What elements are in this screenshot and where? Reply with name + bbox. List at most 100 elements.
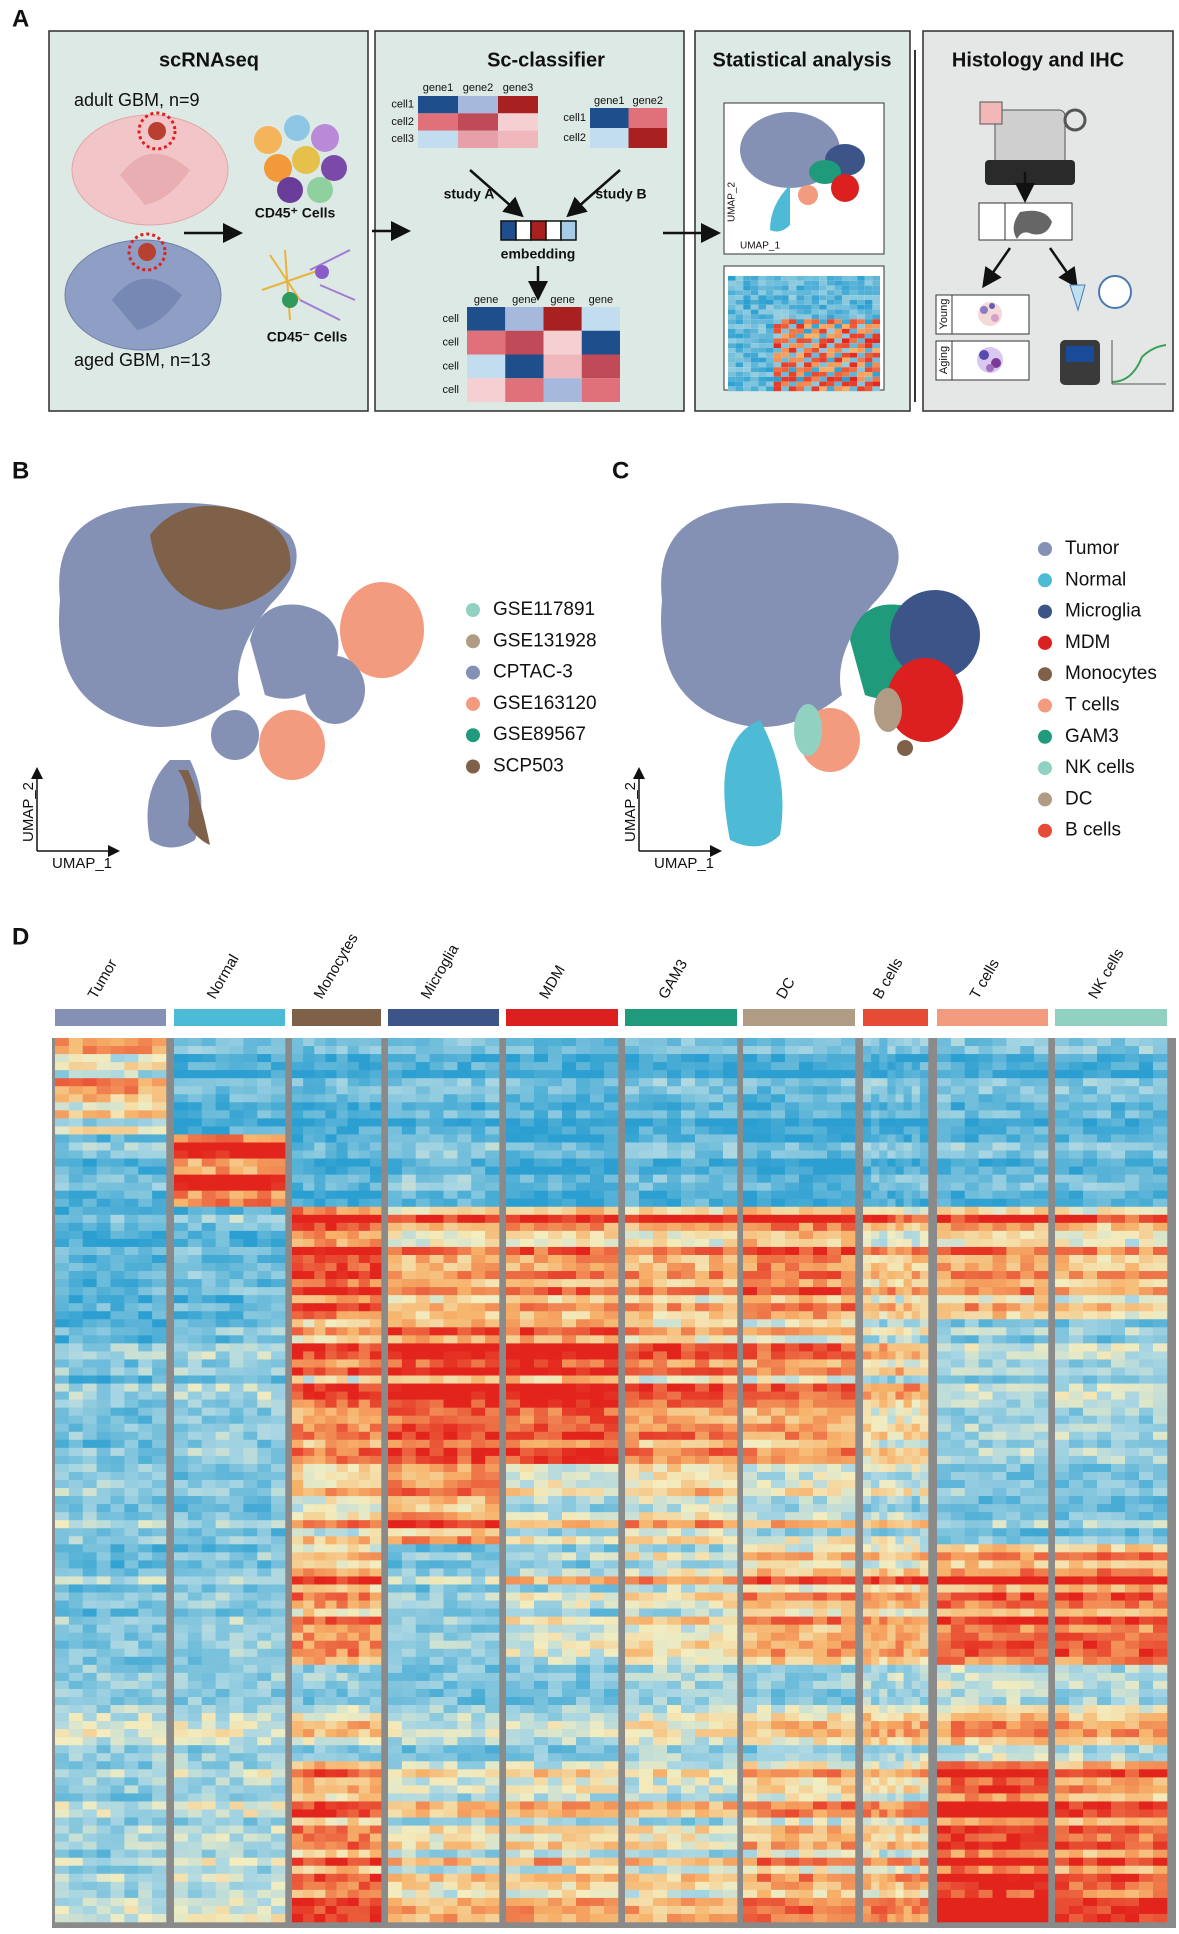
mini-heat-cell — [842, 280, 850, 286]
heat-cell — [562, 1463, 577, 1473]
heat-cell — [771, 1439, 786, 1449]
heat-cell — [937, 1102, 952, 1111]
mini-heat-cell — [788, 290, 797, 296]
heat-cell — [68, 1118, 84, 1127]
heat-cell — [871, 1375, 880, 1384]
heat-cell — [978, 1254, 993, 1264]
heat-cell — [110, 1118, 125, 1127]
heat-cell — [771, 1062, 786, 1071]
heat-cell — [1097, 1263, 1112, 1272]
heat-cell — [401, 1118, 417, 1127]
heat-cell — [187, 1351, 203, 1360]
heat-cell — [827, 1471, 842, 1481]
heat-cell — [1069, 1335, 1084, 1344]
heat-cell — [785, 1423, 800, 1433]
heat-cell — [992, 1134, 1007, 1143]
heat-cell — [681, 1198, 696, 1208]
heat-cell — [695, 1118, 710, 1127]
heat-cell — [257, 1335, 272, 1344]
heat-cell — [485, 1271, 500, 1280]
mini-heat-cell — [758, 300, 766, 305]
mini-heat-cell — [750, 362, 759, 368]
heat-cell — [827, 1407, 842, 1417]
heat-cell — [68, 1367, 84, 1376]
heat-cell — [799, 1455, 814, 1465]
heat-cell — [303, 1126, 315, 1135]
heat-cell — [325, 1214, 337, 1224]
heat-cell — [485, 1078, 500, 1087]
heat-cell — [303, 1423, 315, 1433]
heat-cell — [534, 1439, 549, 1449]
heat-cell — [82, 1190, 97, 1200]
heat-cell — [471, 1038, 486, 1047]
heat-cell — [303, 1046, 315, 1055]
heat-cell — [1097, 1222, 1112, 1232]
mini-heat-cell — [849, 381, 858, 387]
mini-heat-cell — [758, 276, 766, 281]
heat-cell — [347, 1190, 360, 1200]
heat-cell — [653, 1279, 668, 1288]
heat-cell — [590, 1367, 605, 1376]
heat-cell — [174, 1351, 189, 1360]
heat-cell — [723, 1254, 738, 1264]
heat-cell — [895, 1054, 904, 1063]
heat-cell — [695, 1094, 710, 1103]
heat-cell — [336, 1399, 348, 1408]
heat-cell — [55, 1367, 70, 1376]
heat-cell — [358, 1319, 371, 1328]
heat-cell — [827, 1431, 842, 1441]
heat-cell — [388, 1230, 403, 1240]
mini-heat-cell — [750, 304, 759, 310]
heat-cell — [639, 1094, 654, 1103]
heat-cell — [653, 1054, 668, 1063]
heat-cell — [964, 1415, 979, 1425]
heat-cell — [457, 1110, 472, 1119]
heat-cell — [229, 1070, 244, 1079]
heat-cell — [604, 1094, 619, 1103]
mini-heat-cell — [819, 333, 827, 339]
heat-cell — [485, 1327, 500, 1336]
mini-heat-cell — [864, 343, 873, 348]
study-label: study B — [595, 186, 646, 202]
heat-cell — [903, 1415, 913, 1425]
heat-cell — [215, 1110, 230, 1119]
heat-cell — [1069, 1254, 1084, 1264]
heat-cell — [229, 1134, 244, 1143]
heat-cell — [243, 1190, 258, 1200]
heat-cell — [590, 1102, 605, 1111]
heat-cell — [243, 1238, 258, 1248]
heat-cell — [813, 1327, 828, 1336]
heat-cell — [369, 1182, 382, 1191]
heat-cell — [964, 1222, 979, 1232]
heat-cell — [415, 1463, 430, 1473]
heat-cell — [863, 1174, 872, 1183]
heat-cell — [110, 1126, 125, 1135]
heat-cell — [336, 1230, 348, 1240]
mini-heat-cell — [804, 314, 812, 320]
heat-cell — [785, 1279, 800, 1288]
heat-cell — [229, 1279, 244, 1288]
heat-cell — [1006, 1094, 1021, 1103]
heat-cell — [201, 1367, 216, 1376]
box-scrnaseq — [48, 30, 369, 412]
heat-cell — [771, 1222, 786, 1232]
heat-cell — [813, 1246, 828, 1256]
heat-cell — [347, 1383, 360, 1392]
heat-cell — [903, 1158, 913, 1167]
mini-heat-cell — [872, 333, 880, 339]
heat-cell — [978, 1367, 993, 1376]
heat-cell — [325, 1198, 337, 1208]
heat-cell — [695, 1166, 710, 1175]
heat-cell — [1097, 1174, 1112, 1183]
heat-cell — [879, 1447, 888, 1457]
heat-cell — [138, 1182, 153, 1191]
heat-cell — [590, 1182, 605, 1191]
heat-cell — [215, 1367, 230, 1376]
heat-cell — [401, 1375, 417, 1384]
heat-cell — [919, 1102, 929, 1111]
heat-cell — [937, 1230, 952, 1240]
heat-cell — [401, 1359, 417, 1368]
heat-cell — [124, 1367, 139, 1376]
heat-cell — [681, 1238, 696, 1248]
heat-cell — [415, 1263, 430, 1272]
